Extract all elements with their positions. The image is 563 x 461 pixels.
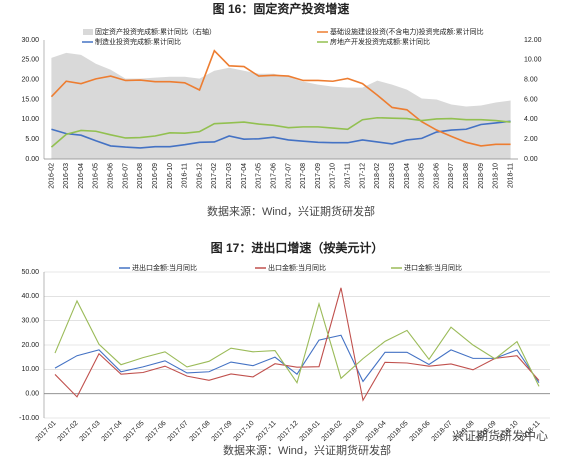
x-tick-label: 2018-07	[431, 420, 454, 443]
legend-swatch	[83, 29, 93, 35]
legend-label: 固定资产投资完成额:累计同比（右轴）	[95, 27, 216, 36]
x-tick-label: 2016-05	[93, 163, 100, 189]
x-tick-label: 2017-02	[57, 420, 80, 443]
x-tick-label: 2017-06	[145, 420, 168, 443]
y2-tick-label: 12.00	[524, 37, 542, 44]
x-tick-label: 2018-08	[463, 163, 470, 189]
source: 数据来源：Wind，兴证期货研发部	[223, 443, 391, 457]
x-tick-label: 2016-04	[78, 163, 85, 189]
y-tick-label: 25.00	[21, 57, 39, 64]
chart-title: 图 16：固定资产投资增速	[213, 1, 350, 16]
x-tick-label: 2017-03	[226, 163, 233, 189]
line	[51, 120, 511, 149]
y-tick-label: -10.00	[19, 415, 39, 422]
x-tick-label: 2017-10	[330, 163, 337, 189]
x-tick-label: 2016-03	[63, 163, 70, 189]
line	[50, 116, 511, 148]
y-tick-label: 10.00	[21, 366, 39, 373]
y-tick-label: 20.00	[21, 77, 39, 84]
x-tick-label: 2017-05	[256, 163, 263, 189]
y2-tick-label: 2.00	[524, 136, 538, 143]
source: 数据来源：Wind，兴证期货研发部	[207, 204, 375, 218]
y-tick-label: 5.00	[25, 136, 39, 143]
y2-tick-label: 6.00	[524, 96, 538, 103]
y2-tick-label: 8.00	[524, 77, 538, 84]
x-tick-label: 2018-11	[507, 163, 514, 188]
y-tick-label: 50.00	[21, 269, 39, 276]
x-tick-label: 2017-04	[241, 163, 248, 189]
legend-label: 进口金额:当月同比	[404, 263, 462, 272]
x-tick-label: 2016-08	[137, 163, 144, 189]
x-tick-label: 2017-06	[270, 163, 277, 189]
x-tick-label: 2017-05	[123, 420, 146, 443]
line	[50, 49, 511, 147]
x-tick-label: 2017-12	[359, 163, 366, 189]
line	[54, 287, 540, 402]
legend-label: 房地产开发投资完成额:累计同比	[330, 37, 430, 46]
y-tick-label: 30.00	[21, 318, 39, 325]
y-tick-label: 15.00	[21, 96, 39, 103]
x-tick-label: 2018-05	[387, 420, 410, 443]
x-tick-label: 2018-07	[448, 163, 455, 189]
y2-tick-label: 0.00	[524, 156, 538, 163]
y-tick-label: 30.00	[21, 37, 39, 44]
x-tick-label: 2016-06	[108, 163, 115, 189]
y2-tick-label: 4.00	[524, 116, 538, 123]
x-tick-label: 2017-07	[285, 163, 292, 189]
y-tick-label: 20.00	[21, 342, 39, 349]
x-tick-label: 2017-11	[255, 420, 278, 443]
x-tick-label: 2016-10	[167, 163, 174, 189]
x-tick-label: 2016-07	[122, 163, 129, 189]
legend-label: 制造业投资完成额:累计同比	[95, 37, 181, 46]
x-tick-label: 2017-03	[79, 420, 102, 443]
line	[54, 334, 540, 384]
y-tick-label: 0.00	[25, 391, 39, 398]
x-tick-label: 2017-01	[35, 420, 58, 443]
x-tick-label: 2018-06	[409, 420, 432, 443]
x-tick-label: 2016-12	[196, 163, 203, 189]
y-tick-label: 10.00	[21, 116, 39, 123]
area	[51, 52, 511, 160]
x-tick-label: 2018-05	[419, 163, 426, 189]
x-tick-label: 2018-01	[299, 420, 322, 443]
x-tick-label: 2018-09	[478, 163, 485, 189]
x-tick-label: 2016-09	[152, 163, 159, 189]
x-tick-label: 2018-06	[433, 163, 440, 189]
x-tick-label: 2017-09	[315, 163, 322, 189]
legend-label: 基础设施建设投资(不含电力)投资完成额:累计同比	[330, 27, 484, 36]
x-tick-label: 2017-12	[277, 420, 300, 443]
x-tick-label: 2017-04	[101, 420, 124, 443]
x-tick-label: 2017-07	[167, 420, 190, 443]
x-tick-label: 2018-03	[343, 420, 366, 443]
x-tick-label: 2018-04	[365, 420, 388, 443]
x-tick-label: 2017-09	[211, 420, 234, 443]
x-tick-label: 2018-02	[374, 163, 381, 189]
x-tick-label: 2017-08	[300, 163, 307, 189]
x-tick-label: 2017-10	[233, 420, 256, 443]
chart-title: 图 17：进出口增速（按美元计）	[211, 240, 384, 255]
x-tick-label: 2017-08	[189, 420, 212, 443]
x-tick-label: 2018-02	[321, 420, 344, 443]
x-tick-label: 2018-03	[389, 163, 396, 189]
line	[54, 299, 540, 387]
y2-tick-label: 10.00	[524, 57, 542, 64]
x-tick-label: 2018-10	[493, 163, 500, 189]
y-tick-label: 0.00	[25, 156, 39, 163]
y-tick-label: 40.00	[21, 293, 39, 300]
watermark: 兴证期货研发中心	[452, 428, 548, 443]
legend-label: 出口金额:当月同比	[268, 263, 326, 272]
x-tick-label: 2016-11	[182, 163, 189, 188]
x-tick-label: 2016-02	[48, 163, 55, 189]
x-tick-label: 2018-04	[404, 163, 411, 189]
x-tick-label: 2017-02	[211, 163, 218, 189]
legend-label: 进出口金额:当月同比	[132, 263, 197, 272]
x-tick-label: 2017-11	[345, 163, 352, 188]
